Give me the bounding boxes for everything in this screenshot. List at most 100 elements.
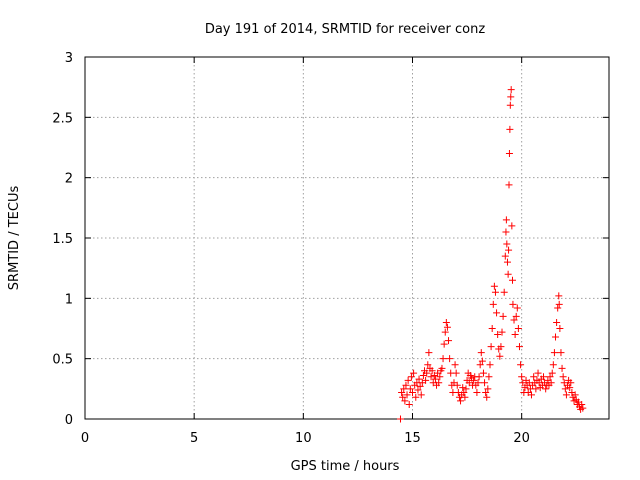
data-point-marker [441,328,449,336]
data-point-marker [491,288,499,296]
data-point-marker [548,369,556,377]
data-point-marker [534,369,542,377]
y-tick-label: 3 [65,51,73,66]
data-point-marker [508,276,516,284]
data-point-marker [453,381,461,389]
data-point-marker [561,385,569,393]
data-point-marker [502,228,510,236]
data-point-marker [507,93,515,101]
data-point-marker [540,373,547,381]
data-point-marker [505,246,513,254]
data-point-marker [498,328,506,336]
x-tick-label: 15 [404,431,421,446]
data-point-marker [483,393,491,401]
data-point-marker [547,379,555,387]
data-point-marker [443,323,451,331]
data-point-marker [502,216,510,224]
data-point-marker [562,391,570,399]
x-tick-label: 10 [295,431,312,446]
x-axis-label: GPS time / hours [291,459,400,474]
data-point-marker [459,384,467,392]
data-point-marker [489,300,497,308]
data-point-marker [486,361,494,369]
data-point-marker [440,340,448,348]
y-tick-label: 1 [65,292,73,307]
data-point-marker [415,375,423,383]
data-point-marker [550,349,558,357]
data-point-marker [508,222,516,230]
data-point-marker [514,325,522,332]
data-point-marker [511,331,519,339]
y-axis-label: SRMTID / TECUs [7,186,22,291]
data-point-marker [398,388,406,396]
data-point-marker [487,343,495,351]
chart-title: Day 191 of 2014, SRMTID for receiver con… [205,22,486,37]
data-point-marker [406,385,414,393]
data-point-marker [481,379,489,387]
data-point-marker [505,150,513,158]
data-point-marker [425,349,433,357]
data-point-marker [527,391,535,399]
data-point-marker [423,369,431,377]
data-point-marker [409,388,416,396]
data-point-marker [501,252,509,260]
y-tick-label: 1.5 [52,232,73,247]
y-tick-label: 2.5 [52,111,73,126]
data-point-marker [479,369,487,377]
data-point-marker [476,361,484,369]
data-point-marker [405,401,413,409]
data-point-marker [410,369,418,377]
data-point-marker [460,388,468,396]
data-point-marker [558,364,566,372]
data-point-marker [475,373,483,381]
data-point-marker [416,382,424,390]
data-point-marker [546,373,554,381]
data-point-marker [566,384,574,392]
data-point-marker [470,376,478,384]
data-point-marker [490,282,498,290]
data-point-marker [442,318,450,326]
data-point-marker [567,379,575,387]
data-point-marker [494,331,502,339]
data-point-marker [507,86,515,94]
data-point-marker [518,373,526,381]
data-point-marker [424,361,432,369]
data-point-marker [505,181,513,189]
data-point-marker [402,381,410,389]
data-point-marker [554,304,562,312]
y-tick-label: 0.5 [52,353,73,368]
data-point-marker [512,312,520,320]
data-point-marker [457,397,465,405]
data-point-marker [401,397,409,405]
data-point-marker [400,385,408,393]
data-point-marker [438,364,446,372]
data-point-marker [504,270,512,278]
data-point-marker [451,361,459,369]
data-point-marker [515,343,523,351]
x-tick-label: 5 [190,431,198,446]
y-tick-label: 0 [65,413,73,428]
data-point-marker [510,316,518,324]
data-point-marker [399,393,407,401]
x-tick-label: 20 [513,431,530,446]
data-point-marker [477,349,485,357]
data-point-marker [473,388,481,396]
data-point-marker [555,300,563,308]
data-point-marker [493,309,501,317]
data-point-marker [500,288,508,296]
data-point-marker [506,101,514,109]
data-point-marker [436,373,444,381]
data-point-marker [571,391,579,399]
tick-layer: 0 0.5 1 1.5 2 2.5 3 0 5 10 15 20 [52,51,609,446]
data-point-marker [552,333,560,341]
data-point-marker [532,385,540,393]
data-point-marker [439,355,447,363]
data-point-marker [422,376,430,384]
data-point-marker [503,258,511,266]
data-point-marker [417,391,425,399]
data-point-marker [578,401,586,409]
data-point-marker [462,385,470,393]
data-point-marker [497,343,505,351]
data-point-marker [506,125,514,133]
